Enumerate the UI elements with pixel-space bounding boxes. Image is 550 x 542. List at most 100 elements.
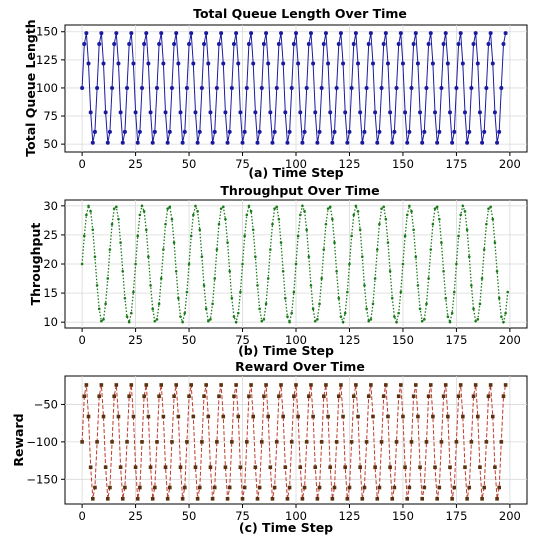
reward-x-tick-label: 100 [285, 509, 307, 523]
reward-x-tick-label: 125 [338, 509, 360, 523]
throughput-point [322, 248, 326, 251]
throughput-point [200, 255, 204, 259]
reward-point [195, 496, 200, 501]
queue-point [394, 85, 399, 90]
reward-x-tick-label: 50 [182, 509, 197, 523]
queue-y-tick-label: 75 [43, 109, 58, 123]
queue-point [488, 31, 493, 36]
reward-point [341, 414, 345, 419]
throughput-point [491, 217, 495, 221]
reward-point [146, 414, 151, 419]
throughput-point [138, 213, 142, 217]
throughput-point [258, 307, 261, 311]
reward-point [304, 440, 309, 444]
queue-point [255, 140, 260, 145]
queue-point [323, 31, 328, 36]
throughput-point [271, 222, 274, 226]
queue-point [199, 85, 204, 90]
queue-point [140, 85, 144, 90]
reward-point [326, 414, 330, 419]
reward-point [283, 465, 288, 470]
reward-point [253, 465, 258, 470]
throughput-point [219, 207, 223, 210]
reward-point [334, 440, 339, 444]
reward-point [328, 465, 333, 470]
queue-point [112, 42, 117, 47]
throughput-y-tick-label: 25 [43, 228, 58, 242]
queue-point [169, 85, 174, 90]
reward-point [441, 394, 446, 399]
queue-point [276, 42, 281, 47]
reward-point [91, 496, 95, 501]
throughput-point [266, 277, 270, 280]
throughput-point [356, 210, 360, 213]
queue-point [135, 140, 140, 145]
reward-point [125, 440, 129, 444]
queue-point [206, 61, 211, 66]
reward-point [212, 485, 217, 490]
queue-point [411, 42, 416, 47]
throughput-point [247, 204, 251, 208]
reward-point [428, 383, 433, 387]
queue-point [326, 61, 331, 66]
reward-point [159, 383, 164, 387]
reward-point [480, 496, 484, 501]
reward-point [330, 496, 335, 501]
queue-point [165, 140, 170, 145]
throughput-point [380, 207, 383, 210]
queue-point [437, 129, 442, 134]
reward-point [108, 485, 112, 490]
throughput-point [281, 269, 285, 273]
reward-point [142, 394, 146, 399]
throughput-x-axis: 0 25 50 75 100 125 150 175 200 [78, 328, 521, 347]
throughput-point [217, 222, 221, 226]
reward-point [307, 394, 311, 399]
throughput-point [429, 248, 433, 251]
throughput-point [224, 217, 227, 221]
throughput-point [401, 262, 405, 266]
queue-point [439, 85, 444, 90]
queue-point [396, 42, 401, 47]
queue-point [257, 129, 262, 134]
throughput-chart: Throughput Over Time 0 25 50 75 100 125 150 175… [28, 183, 528, 358]
reward-point [264, 383, 268, 387]
reward-point [373, 465, 377, 470]
queue-point [246, 42, 251, 47]
queue-point [144, 31, 149, 36]
queue-point [253, 110, 258, 115]
queue-point [418, 110, 423, 115]
throughput-point [470, 284, 473, 287]
queue-point [289, 85, 294, 90]
reward-point [413, 383, 418, 387]
queue-point [133, 110, 138, 115]
queue-point [244, 85, 249, 90]
queue-point [420, 140, 425, 145]
queue-point [261, 42, 266, 47]
reward-point [268, 465, 273, 470]
reward-y-tick-label: −100 [26, 435, 58, 449]
reward-point [249, 383, 253, 387]
throughput-point [294, 262, 298, 266]
reward-point [163, 465, 168, 470]
queue-point [118, 110, 123, 115]
reward-point [461, 414, 465, 419]
queue-point [351, 42, 356, 47]
reward-point [114, 383, 119, 387]
throughput-point [112, 207, 116, 210]
queue-point [279, 31, 284, 36]
reward-point [482, 485, 487, 490]
reward-point [259, 440, 264, 444]
reward-point [495, 496, 499, 501]
reward-point [93, 485, 97, 490]
reward-point [172, 394, 176, 399]
reward-point [153, 485, 157, 490]
queue-point [465, 140, 470, 145]
reward-point [150, 496, 155, 501]
reward-point [302, 485, 307, 490]
reward-point [356, 414, 360, 419]
queue-point [152, 129, 157, 134]
reward-point [343, 465, 347, 470]
reward-point [274, 440, 279, 444]
reward-point [332, 485, 337, 490]
throughput-point [367, 319, 371, 323]
